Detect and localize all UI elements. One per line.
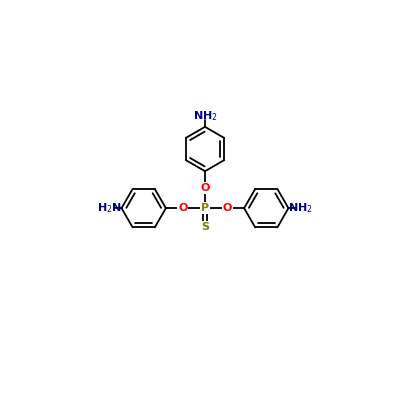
Text: P: P: [201, 203, 209, 213]
Text: O: O: [178, 203, 188, 213]
Text: NH$_2$: NH$_2$: [193, 109, 217, 123]
Text: NH$_2$: NH$_2$: [288, 201, 313, 215]
Text: O: O: [222, 203, 232, 213]
Text: O: O: [200, 183, 210, 193]
Text: S: S: [201, 222, 209, 232]
Text: H$_2$N: H$_2$N: [97, 201, 122, 215]
